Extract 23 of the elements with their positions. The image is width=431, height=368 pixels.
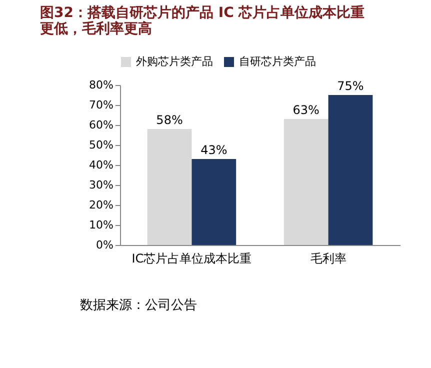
y-tick-label: 80% bbox=[89, 78, 114, 92]
data-label: 75% bbox=[337, 79, 364, 93]
y-tick-label: 70% bbox=[89, 98, 114, 112]
y-tick-label: 60% bbox=[89, 118, 114, 132]
data-label: 58% bbox=[156, 113, 183, 127]
y-tick-label: 40% bbox=[89, 158, 114, 172]
x-tick-label: 毛利率 bbox=[310, 252, 346, 266]
y-tick-label: 0% bbox=[96, 238, 114, 252]
bar bbox=[284, 119, 328, 245]
chart-title: 图32：搭载自研芯片的产品 IC 芯片占单位成本比重更低，毛利率更高 bbox=[40, 4, 365, 37]
y-tick-label: 10% bbox=[89, 218, 114, 232]
y-tick-label: 20% bbox=[89, 198, 114, 212]
bar bbox=[147, 129, 192, 245]
bar bbox=[328, 95, 373, 245]
y-tick-label: 30% bbox=[89, 178, 114, 192]
y-tick-label: 50% bbox=[89, 138, 114, 152]
data-label: 43% bbox=[200, 143, 228, 157]
x-tick-label: IC芯片占单位成本比重 bbox=[132, 252, 252, 266]
bar bbox=[192, 159, 236, 245]
legend-label: 外购芯片类产品 bbox=[136, 55, 213, 68]
data-label: 63% bbox=[292, 103, 320, 117]
legend-label: 自研芯片类产品 bbox=[239, 55, 316, 68]
source-note: 数据来源：公司公告 bbox=[80, 298, 197, 313]
